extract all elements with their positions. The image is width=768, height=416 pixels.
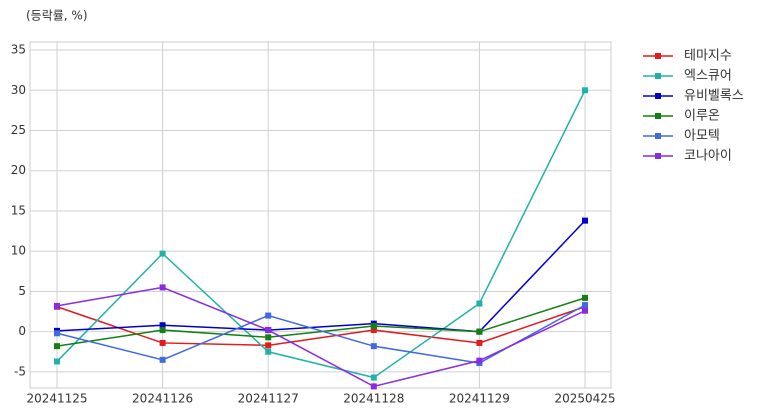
legend-marker — [655, 153, 661, 159]
y-axis-label: (등락률, %) — [26, 9, 88, 23]
legend-marker — [655, 53, 661, 59]
point-marker — [159, 327, 166, 334]
point-marker — [265, 334, 272, 341]
point-marker — [370, 383, 377, 390]
x-tick-label: 20241128 — [343, 392, 404, 406]
legend-marker — [655, 133, 661, 139]
point-marker — [370, 323, 377, 330]
series-line — [56, 304, 586, 364]
x-tick-label: 20241129 — [449, 392, 510, 406]
plot-frame — [29, 41, 612, 389]
point-marker — [54, 330, 60, 337]
point-marker — [159, 356, 166, 363]
series-line — [56, 220, 586, 333]
point-marker — [582, 87, 588, 94]
point-marker — [54, 343, 60, 350]
legend-marker — [655, 113, 661, 119]
point-marker — [370, 343, 377, 350]
legend-label: 테마지수 — [684, 49, 732, 64]
y-tick-label: 10 — [11, 244, 26, 258]
y-tick-label: 0 — [18, 324, 26, 338]
y-tick-label: 35 — [11, 43, 26, 57]
y-tick-label: 5 — [18, 284, 26, 298]
point-marker — [582, 302, 588, 309]
point-marker — [54, 302, 60, 309]
point-marker — [476, 300, 483, 307]
x-tick-label: 20241125 — [26, 392, 87, 406]
point-marker — [159, 339, 166, 346]
point-marker — [476, 339, 483, 346]
point-marker — [370, 374, 377, 381]
legend-label: 코나아이 — [684, 149, 732, 164]
legend-label: 아모텍 — [684, 129, 720, 144]
y-tick-label: 20 — [11, 163, 26, 177]
point-marker — [582, 294, 588, 301]
point-marker — [370, 327, 377, 334]
y-tick-label: 15 — [11, 203, 26, 217]
series-line — [56, 286, 586, 388]
point-marker — [265, 342, 272, 349]
legend-label: 엑스큐어 — [684, 69, 732, 84]
point-marker — [265, 327, 272, 334]
y-tick-label: 25 — [11, 123, 26, 137]
y-tick-label: 30 — [11, 83, 26, 97]
point-marker — [582, 217, 588, 224]
legend-marker — [655, 73, 661, 79]
x-tick-label: 20250425 — [554, 392, 615, 406]
series-line — [56, 306, 586, 347]
legend-label: 이루온 — [684, 109, 720, 124]
series-line — [56, 297, 586, 347]
legend-marker — [655, 93, 661, 99]
point-marker — [265, 348, 272, 355]
x-tick-label: 20241126 — [132, 392, 193, 406]
y-tick-label: -5 — [14, 364, 26, 378]
point-marker — [159, 322, 166, 329]
point-marker — [159, 250, 166, 257]
series-line — [56, 89, 586, 379]
point-marker — [54, 358, 60, 365]
point-marker — [582, 307, 588, 314]
point-marker — [265, 312, 272, 319]
point-marker — [476, 357, 483, 364]
point-marker — [159, 284, 166, 291]
point-marker — [476, 328, 483, 335]
legend-label: 유비벨록스 — [684, 89, 744, 104]
x-tick-label: 20241127 — [238, 392, 299, 406]
